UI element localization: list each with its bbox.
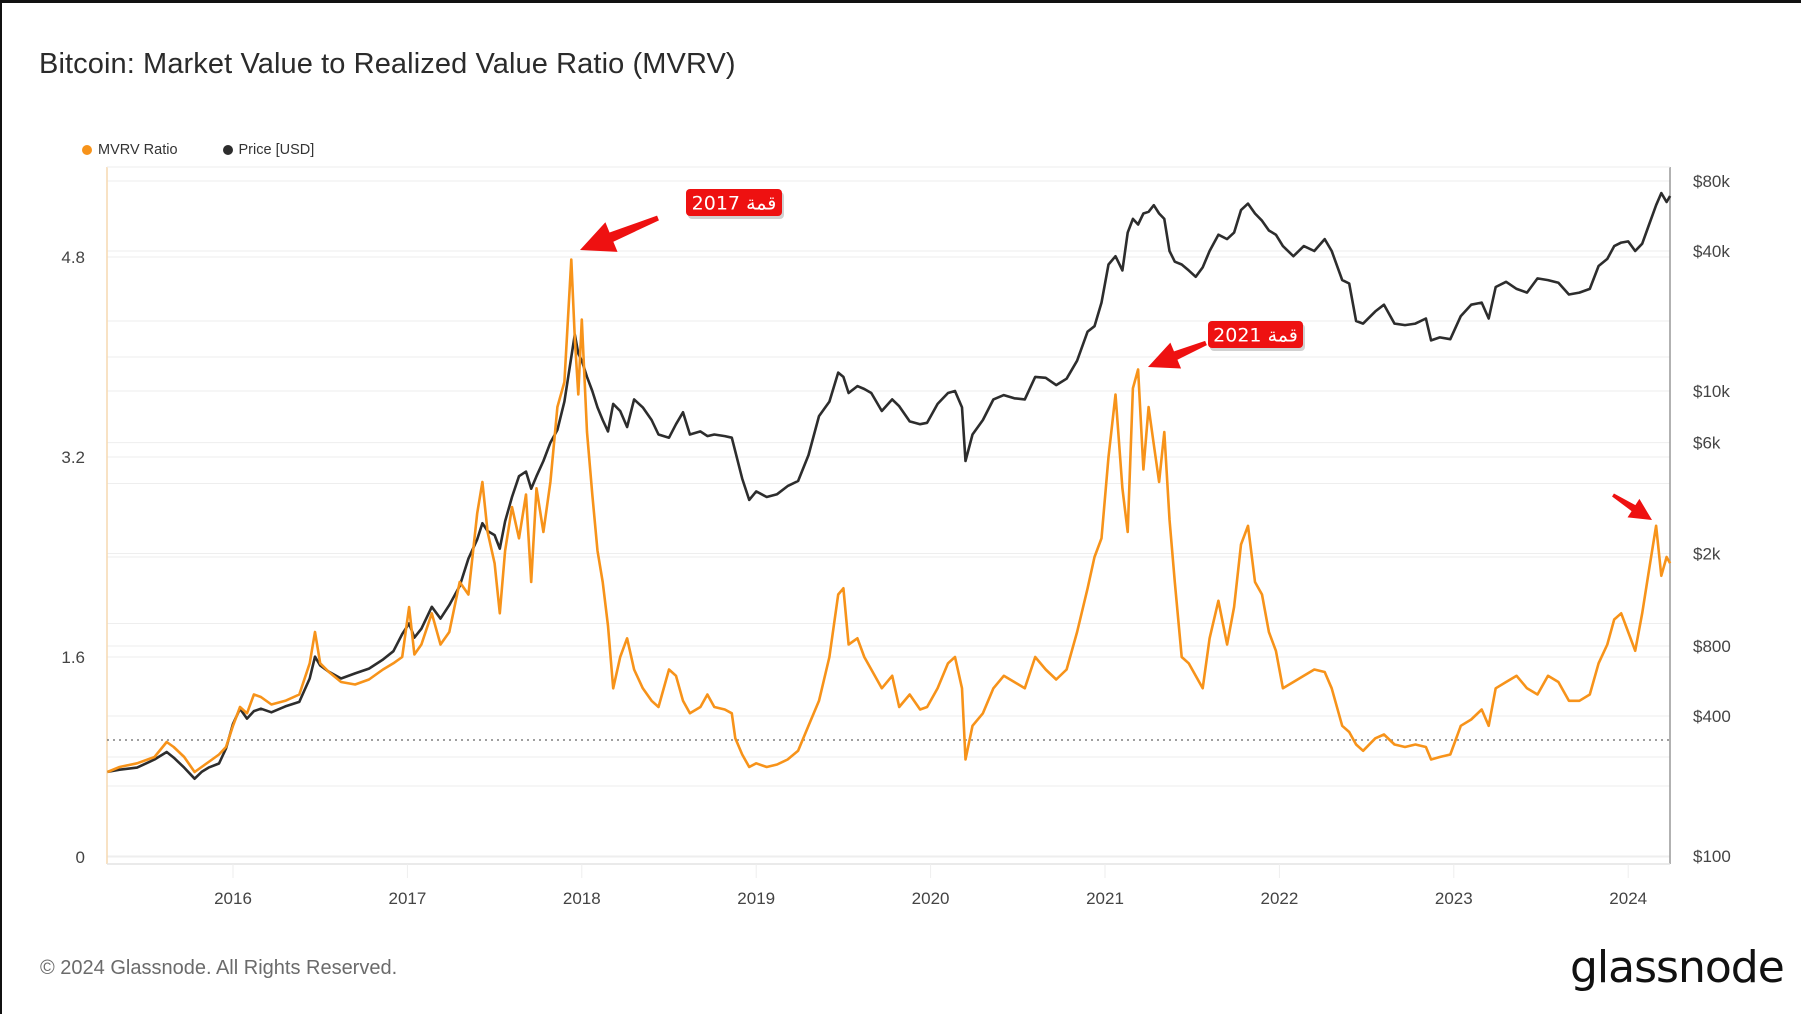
x-axis-ticks: 2016 2017 2018 2019 2020 2021 2022 2023 2024 [214, 864, 1647, 908]
grid-lines [107, 180, 1670, 858]
plot-frame [106, 166, 1671, 865]
x-tick-label: 2019 [737, 889, 775, 908]
legend-dot-mvrv-icon [82, 145, 92, 155]
annotations-group: 2017 قمة 2021 قمة [580, 189, 1652, 520]
right-tick-label: $80k [1693, 172, 1730, 191]
annotation-label-2021-box [1208, 321, 1303, 348]
annotation-arrow-2021 [1148, 340, 1207, 369]
right-tick-label: $800 [1693, 637, 1731, 656]
frame-left-border [0, 0, 2, 1014]
left-tick-label: 3.2 [61, 448, 85, 467]
x-tick-label: 2022 [1260, 889, 1298, 908]
right-tick-label: $6k [1693, 434, 1721, 453]
x-tick-label: 2023 [1435, 889, 1473, 908]
legend-label-price: Price [USD] [238, 142, 315, 158]
chart-title: Bitcoin: Market Value to Realized Value … [39, 48, 736, 80]
legend: MVRV Ratio Price [USD] [82, 142, 359, 158]
x-tick-label: 2017 [388, 889, 426, 908]
left-tick-label: 4.8 [61, 248, 85, 267]
glassnode-logo: glassnode [1570, 942, 1785, 993]
right-tick-label: $100 [1693, 847, 1731, 866]
frame-top-border [0, 0, 1801, 3]
x-tick-label: 2020 [912, 889, 950, 908]
left-tick-label: 1.6 [61, 648, 85, 667]
annotation-arrow-2024 [1612, 493, 1652, 520]
legend-item-mvrv[interactable]: MVRV Ratio [82, 142, 178, 158]
legend-label-mvrv: MVRV Ratio [98, 142, 178, 158]
x-tick-label: 2021 [1086, 889, 1124, 908]
x-tick-label: 2018 [563, 889, 601, 908]
price-line [107, 191, 1672, 780]
legend-item-price[interactable]: Price [USD] [222, 142, 315, 158]
x-tick-label: 2016 [214, 889, 252, 908]
annotation-label-2017-box [686, 189, 782, 216]
annotation-arrow-2017 [580, 215, 659, 252]
legend-dot-price-icon [222, 145, 233, 155]
right-tick-label: $10k [1693, 382, 1730, 401]
left-tick-label: 0 [76, 848, 85, 867]
right-axis-ticks: $100 $400 $800 $2k $6k $10k $40k $80k [1693, 172, 1731, 866]
annotation-label-2021-text: 2021 قمة [1213, 325, 1298, 347]
mvrv-line [106, 258, 1672, 774]
right-tick-label: $40k [1693, 242, 1730, 261]
series-group [106, 191, 1672, 780]
left-axis-ticks: 0 1.6 3.2 4.8 [61, 248, 85, 867]
right-tick-label: $2k [1693, 545, 1721, 564]
x-tick-label: 2024 [1609, 889, 1647, 908]
right-tick-label: $400 [1693, 707, 1731, 726]
copyright-footer: © 2024 Glassnode. All Rights Reserved. [40, 957, 398, 979]
annotation-label-2017-text: 2017 قمة [692, 193, 777, 215]
